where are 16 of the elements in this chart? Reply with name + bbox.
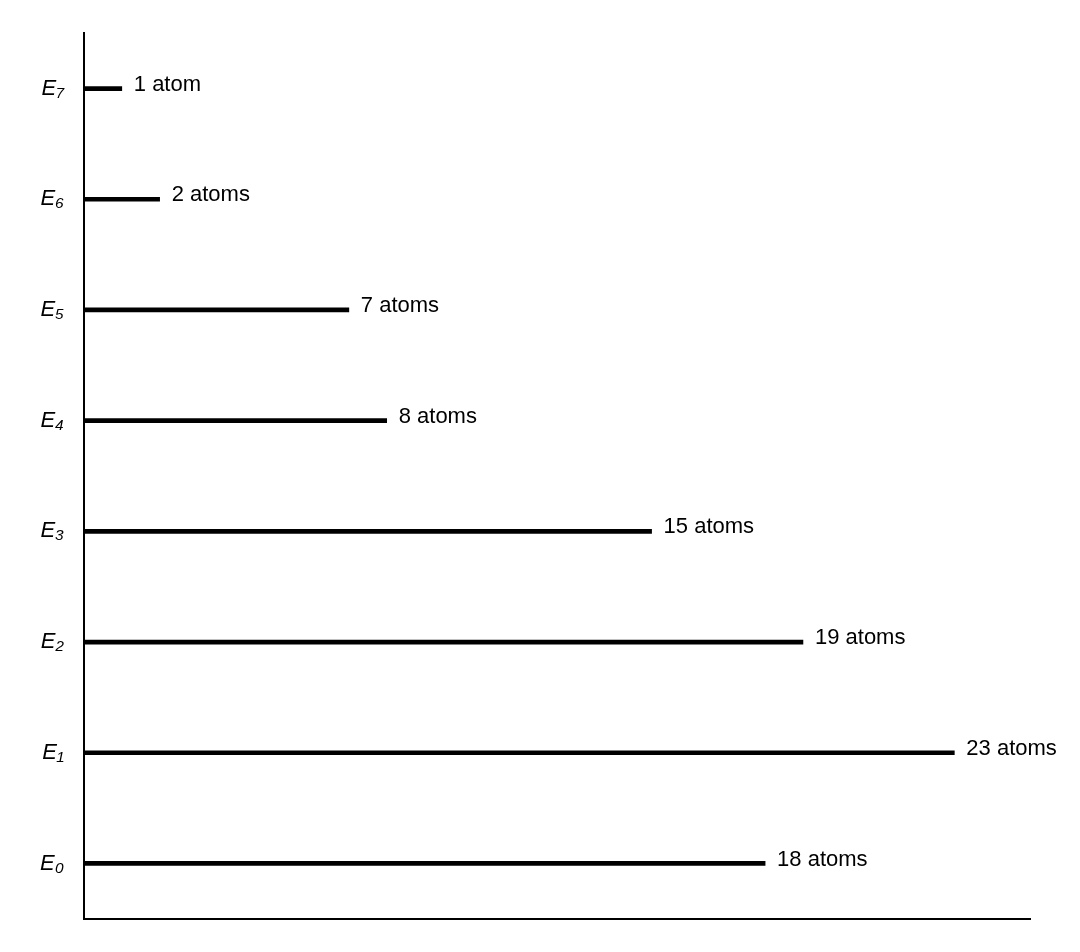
data-label: 2 atoms	[171, 181, 250, 207]
y-tick-label: E₇	[41, 74, 66, 100]
data-label: 19 atoms	[814, 624, 906, 650]
y-tick-label: E₆	[40, 185, 65, 211]
data-label: 15 atoms	[663, 513, 755, 539]
y-tick-label: E₄	[40, 406, 64, 432]
y-tick-label: E₃	[40, 517, 65, 543]
y-tick-label: E₂	[40, 628, 65, 654]
data-label: 8 atoms	[398, 402, 477, 428]
y-tick-label: E₁	[42, 738, 64, 764]
data-label: 23 atoms	[966, 734, 1057, 760]
data-label: 7 atoms	[360, 292, 440, 318]
data-label: 1 atom	[133, 70, 202, 96]
y-tick-label: E₀	[39, 849, 64, 875]
data-label: 18 atoms	[777, 845, 868, 871]
y-tick-label: E₅	[40, 296, 65, 322]
